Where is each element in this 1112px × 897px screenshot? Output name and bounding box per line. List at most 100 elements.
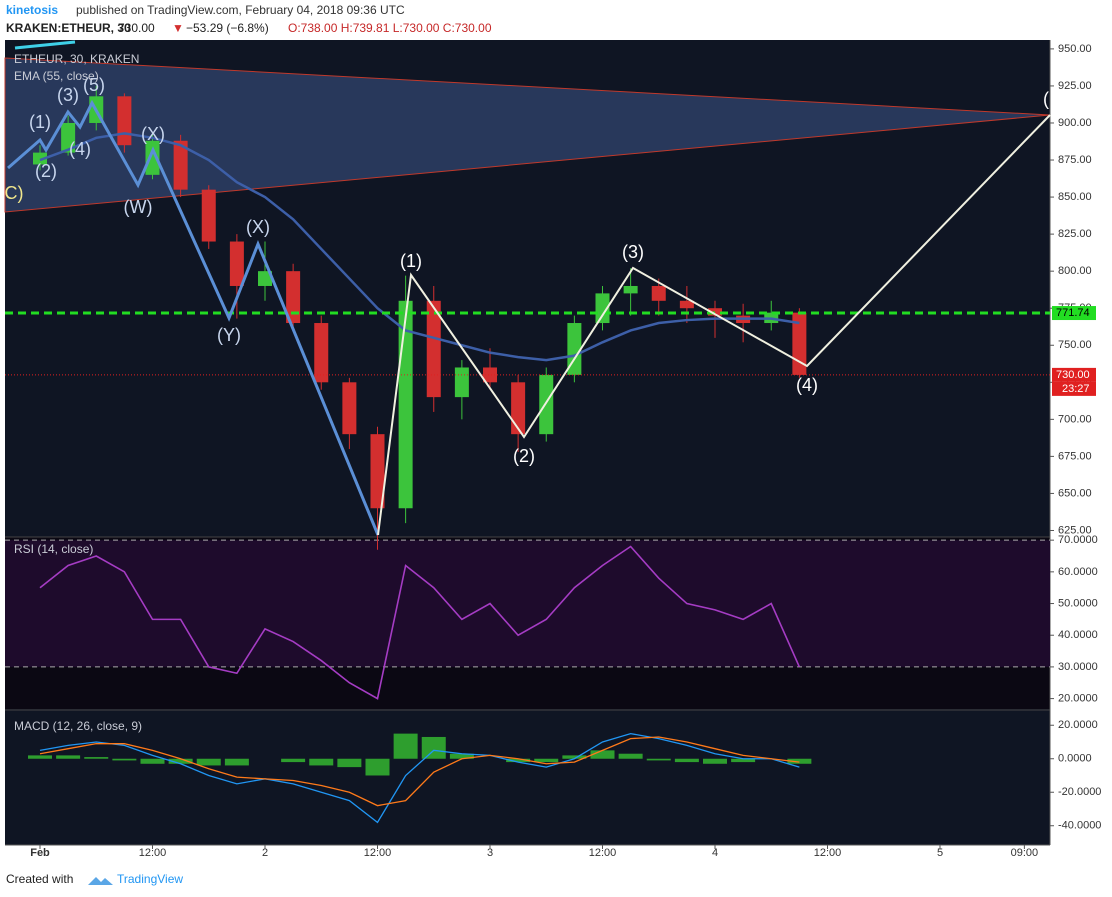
- y-tick-label: 0.0000: [1058, 753, 1092, 765]
- x-tick-label: 12:00: [814, 847, 842, 859]
- countdown: 23:27: [1062, 383, 1090, 395]
- price-tag-label: 730.00: [1056, 369, 1090, 381]
- y-tick-label: 875.00: [1058, 154, 1092, 166]
- y-tick-label: 950.00: [1058, 43, 1092, 55]
- histogram-bar: [365, 758, 390, 776]
- wave-label: (W): [124, 197, 153, 217]
- candle: [314, 323, 329, 383]
- x-tick-label: Feb: [30, 847, 50, 859]
- x-tick-label: 09:00: [1011, 847, 1039, 859]
- candle: [33, 152, 47, 165]
- histogram-bar: [562, 755, 587, 759]
- candle: [511, 382, 526, 435]
- histogram-bar: [140, 758, 165, 764]
- line: [39, 732, 800, 824]
- symbol: KRAKEN:ETHEUR, 30: [6, 21, 131, 35]
- line: [39, 736, 800, 807]
- wave-label: (X): [141, 124, 165, 144]
- change: −53.29 (−6.8%): [186, 21, 269, 35]
- candle: [539, 374, 554, 435]
- y-tick-label: 70.0000: [1058, 534, 1098, 546]
- wave-label: (3): [622, 242, 644, 262]
- wave-label: (: [1043, 89, 1049, 109]
- price-tag-label: 771.74: [1056, 307, 1090, 319]
- footer-created: Created with: [6, 872, 73, 886]
- x-tick-label: 12:00: [589, 847, 617, 859]
- drawing: [14, 40, 76, 50]
- y-tick-label: -40.0000: [1058, 820, 1101, 832]
- x-axis-bg: [0, 845, 1112, 862]
- histogram-bar: [28, 755, 52, 759]
- y-tick-label: 60.0000: [1058, 566, 1098, 578]
- candle: [201, 189, 216, 242]
- legend: RSI (14, close): [14, 542, 93, 556]
- footer-brand[interactable]: TradingView: [117, 872, 183, 886]
- candle: [61, 122, 76, 153]
- legend: EMA (55, close): [14, 69, 99, 83]
- y-tick-label: 20.0000: [1058, 692, 1098, 704]
- histogram-bar: [646, 758, 671, 761]
- wave-label: (2): [35, 161, 57, 181]
- rsi-band: [5, 540, 1050, 667]
- histogram-bar: [703, 758, 727, 764]
- histogram-bar: [337, 758, 362, 768]
- author[interactable]: kinetosis: [6, 3, 58, 17]
- candle: [117, 96, 132, 146]
- price-tag: [1052, 367, 1096, 382]
- candle: [567, 323, 582, 375]
- wave-label: (X): [246, 217, 270, 237]
- histogram-bar: [787, 758, 812, 764]
- x-tick-label: 12:00: [364, 847, 392, 859]
- histogram-bar: [590, 750, 615, 759]
- y-tick-label: 625.00: [1058, 524, 1092, 536]
- y-tick-label: 750.00: [1058, 339, 1092, 351]
- histogram-bar: [224, 758, 249, 766]
- x-tick-label: 3: [487, 847, 493, 859]
- wave-label: (4): [69, 139, 91, 159]
- last-price: 730.00: [118, 21, 155, 35]
- histogram-bar: [731, 758, 756, 763]
- published: published on TradingView.com, February 0…: [76, 3, 405, 17]
- y-tick-label: 675.00: [1058, 450, 1092, 462]
- histogram-bar: [56, 755, 81, 759]
- y-tick-label: 925.00: [1058, 80, 1092, 92]
- histogram-bar: [506, 758, 531, 763]
- histogram-bar: [196, 758, 221, 766]
- wave-label: (3): [57, 85, 79, 105]
- legend: ETHEUR, 30, KRAKEN: [14, 52, 139, 66]
- candle: [651, 285, 666, 301]
- histogram-bar: [393, 733, 418, 759]
- histogram-bar: [84, 757, 109, 759]
- y-tick-label: 50.0000: [1058, 597, 1098, 609]
- y-tick-label: 850.00: [1058, 191, 1092, 203]
- wave-label: (Y): [217, 325, 241, 345]
- candle: [595, 293, 610, 324]
- y-tick-label: 20.0000: [1058, 719, 1098, 731]
- candle: [426, 300, 441, 398]
- line: [39, 545, 801, 700]
- candle: [286, 271, 301, 324]
- candle: [258, 271, 272, 286]
- wave-label: C): [5, 183, 24, 203]
- candle: [483, 367, 497, 383]
- histogram-bar: [168, 758, 193, 764]
- logo: [88, 877, 113, 885]
- wave-label: (5): [83, 75, 105, 95]
- wave-label: (2): [513, 446, 535, 466]
- histogram-bar: [281, 758, 306, 763]
- down-arrow: ▼: [172, 21, 184, 35]
- x-tick-label: 4: [712, 847, 718, 859]
- line: [39, 132, 800, 362]
- candle: [623, 285, 638, 294]
- price-tag: [1052, 306, 1096, 321]
- wave-line: [377, 114, 1051, 536]
- candle: [342, 382, 357, 435]
- triangle-pattern: [4, 57, 1051, 213]
- countdown-tag: [1052, 381, 1096, 396]
- histogram-bar: [112, 758, 137, 761]
- y-tick-label: 900.00: [1058, 117, 1092, 129]
- histogram-bar: [674, 758, 699, 763]
- histogram-bar: [534, 758, 559, 763]
- y-tick-label: -20.0000: [1058, 786, 1101, 798]
